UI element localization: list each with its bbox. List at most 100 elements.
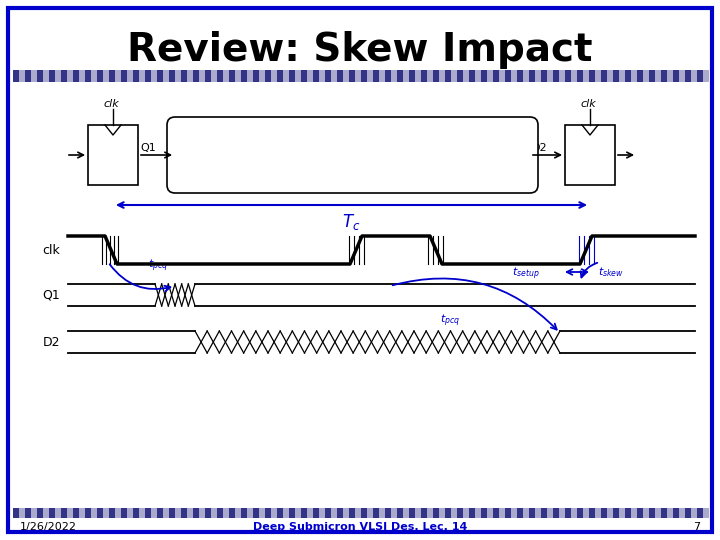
Bar bbox=[613, 508, 619, 518]
Bar bbox=[403, 508, 409, 518]
Bar bbox=[175, 70, 181, 82]
Bar bbox=[697, 70, 703, 82]
Bar bbox=[361, 70, 367, 82]
Bar bbox=[523, 508, 529, 518]
Bar bbox=[313, 70, 319, 82]
Bar bbox=[409, 70, 415, 82]
Bar bbox=[217, 70, 223, 82]
Bar bbox=[583, 508, 589, 518]
Bar bbox=[157, 508, 163, 518]
Bar bbox=[379, 508, 385, 518]
Bar bbox=[451, 508, 457, 518]
Bar bbox=[361, 508, 367, 518]
Bar bbox=[19, 508, 25, 518]
Bar bbox=[19, 70, 25, 82]
Bar bbox=[607, 70, 613, 82]
Bar bbox=[31, 70, 37, 82]
Bar bbox=[103, 70, 109, 82]
Bar bbox=[55, 508, 61, 518]
Bar bbox=[421, 508, 427, 518]
Bar bbox=[73, 508, 79, 518]
Bar bbox=[235, 70, 241, 82]
Bar bbox=[223, 508, 229, 518]
Bar bbox=[37, 70, 43, 82]
Text: F2: F2 bbox=[585, 148, 595, 162]
Bar bbox=[97, 70, 103, 82]
Bar bbox=[553, 70, 559, 82]
Bar bbox=[301, 70, 307, 82]
Bar bbox=[253, 70, 259, 82]
Bar bbox=[457, 70, 463, 82]
Bar bbox=[385, 70, 391, 82]
Text: F1: F1 bbox=[108, 148, 118, 161]
Bar bbox=[13, 508, 19, 518]
Bar bbox=[463, 70, 469, 82]
Bar bbox=[457, 508, 463, 518]
Bar bbox=[523, 70, 529, 82]
Bar bbox=[415, 508, 421, 518]
Bar bbox=[295, 70, 301, 82]
Bar bbox=[247, 70, 253, 82]
Bar bbox=[331, 70, 337, 82]
Bar bbox=[79, 70, 85, 82]
Bar bbox=[127, 508, 133, 518]
Bar bbox=[667, 508, 673, 518]
Bar bbox=[187, 508, 193, 518]
Bar bbox=[145, 70, 151, 82]
Bar bbox=[499, 508, 505, 518]
Bar bbox=[481, 508, 487, 518]
Bar bbox=[325, 508, 331, 518]
Bar bbox=[187, 70, 193, 82]
Bar bbox=[367, 70, 373, 82]
Bar bbox=[469, 70, 475, 82]
Bar bbox=[85, 70, 91, 82]
Bar bbox=[475, 70, 481, 82]
Bar bbox=[367, 508, 373, 518]
Bar bbox=[433, 70, 439, 82]
Text: Q1: Q1 bbox=[140, 143, 156, 153]
Bar bbox=[529, 508, 535, 518]
Bar bbox=[43, 508, 49, 518]
Bar bbox=[559, 70, 565, 82]
Bar bbox=[679, 508, 685, 518]
Bar bbox=[415, 70, 421, 82]
Bar bbox=[535, 70, 541, 82]
Bar bbox=[157, 70, 163, 82]
Bar bbox=[427, 508, 433, 518]
Bar bbox=[133, 508, 139, 518]
Bar bbox=[451, 70, 457, 82]
Bar bbox=[649, 70, 655, 82]
Bar bbox=[205, 508, 211, 518]
Text: $T_c$: $T_c$ bbox=[342, 212, 361, 232]
Text: $t_{skew}$: $t_{skew}$ bbox=[598, 265, 624, 279]
Text: Q1: Q1 bbox=[42, 288, 60, 301]
Bar bbox=[313, 508, 319, 518]
Bar bbox=[391, 70, 397, 82]
Bar bbox=[97, 508, 103, 518]
Bar bbox=[487, 508, 493, 518]
Bar bbox=[583, 70, 589, 82]
Bar bbox=[91, 70, 97, 82]
Bar bbox=[607, 508, 613, 518]
Bar bbox=[259, 508, 265, 518]
Bar bbox=[541, 70, 547, 82]
Bar bbox=[103, 508, 109, 518]
Bar bbox=[565, 508, 571, 518]
Bar bbox=[487, 70, 493, 82]
Bar bbox=[349, 70, 355, 82]
Bar bbox=[685, 70, 691, 82]
Bar bbox=[529, 70, 535, 82]
Bar bbox=[55, 70, 61, 82]
Bar bbox=[685, 508, 691, 518]
Bar bbox=[283, 70, 289, 82]
Bar bbox=[67, 70, 73, 82]
Bar bbox=[235, 508, 241, 518]
Bar bbox=[463, 508, 469, 518]
Bar bbox=[145, 508, 151, 518]
Bar bbox=[643, 508, 649, 518]
Text: D2: D2 bbox=[532, 143, 548, 153]
Bar bbox=[271, 508, 277, 518]
Bar bbox=[301, 508, 307, 518]
Bar bbox=[565, 125, 615, 185]
Bar bbox=[601, 508, 607, 518]
